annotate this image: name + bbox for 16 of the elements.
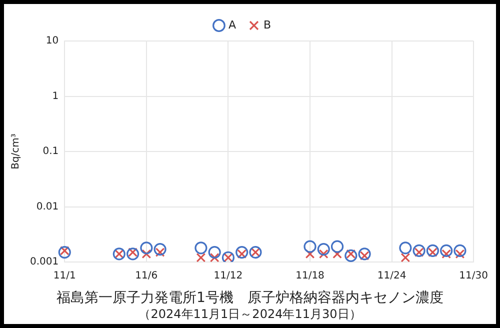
y-tick-label: 1 [52,90,59,102]
x-tick-label: 11/18 [296,270,324,282]
x-tick-label: 11/6 [135,270,158,282]
y-tick-label: 10 [46,36,59,47]
x-tick-label: 11/30 [459,270,488,282]
legend-label: A [228,18,236,32]
y-tick-label: 0.001 [30,256,59,268]
legend-label: B [263,18,272,32]
text: （2024年11月1日～2024年11月30日） [138,307,362,322]
x-tick-label: 11/24 [377,270,406,282]
y-tick-label: 0.1 [42,146,59,158]
y-tick-label: 0.01 [36,201,59,212]
x-tick-label: 11/12 [214,270,243,282]
x-tick-label: 11/1 [53,270,76,282]
y-axis-title: Bq/cm³ [10,134,22,170]
text: 福島第一原子力発電所1号機 原子炉格納容器内キセノン濃度 [56,290,444,307]
